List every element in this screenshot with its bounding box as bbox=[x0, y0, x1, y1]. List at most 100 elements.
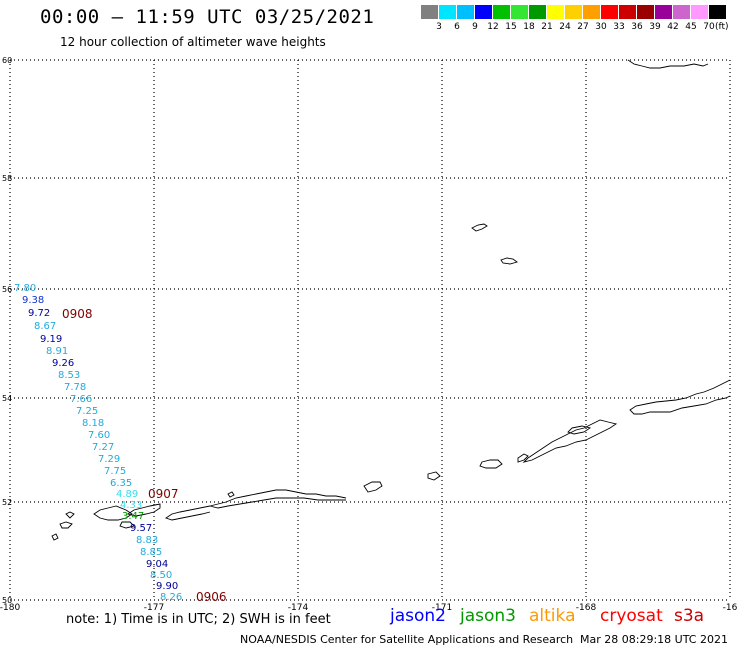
coastline-segment bbox=[363, 481, 383, 493]
wave-height-reading: 8.85 bbox=[140, 547, 162, 558]
wave-height-reading: 8.83 bbox=[136, 535, 158, 546]
scale-swatch bbox=[475, 5, 492, 19]
scale-swatch bbox=[583, 5, 600, 19]
wave-height-reading: 9.26 bbox=[52, 358, 74, 369]
scale-label: 21 bbox=[541, 22, 553, 32]
coastline bbox=[51, 59, 731, 541]
scale-swatch bbox=[673, 5, 690, 19]
scale-swatch bbox=[421, 5, 438, 19]
longitude-label: -177 bbox=[144, 603, 164, 613]
legend-cryosat: cryosat bbox=[600, 606, 663, 626]
scale-label: 33 bbox=[613, 22, 625, 32]
wave-height-reading: 8.50 bbox=[150, 570, 172, 581]
scale-swatch bbox=[493, 5, 510, 19]
wave-height-reading: 9.38 bbox=[22, 295, 44, 306]
wave-height-reading: 9.04 bbox=[146, 559, 168, 570]
wave-height-readings: 7.809.38 9.72 8.67 9.198.919.268.537.787.66… bbox=[14, 283, 182, 603]
latitude-label: 50 bbox=[2, 596, 12, 605]
wave-height-reading: 8.18 bbox=[82, 418, 104, 429]
wave-height-reading: 8.67 bbox=[34, 321, 56, 332]
wave-height-reading: 7.80 bbox=[14, 283, 36, 294]
credit-text: NOAA/NESDIS Center for Satellite Applica… bbox=[240, 633, 574, 646]
latitude-label: 52 bbox=[2, 498, 12, 507]
coastline-segment bbox=[119, 521, 135, 529]
wave-height-reading: 4.89 bbox=[116, 489, 138, 500]
wave-height-reading: 9.19 bbox=[40, 334, 62, 345]
scale-label: 70 bbox=[703, 22, 715, 32]
scale-label: 27 bbox=[577, 22, 589, 32]
generated-timestamp: Mar 28 08:29:18 UTC 2021 bbox=[580, 633, 728, 646]
scale-label: 12 bbox=[487, 22, 499, 32]
scale-label: 3 bbox=[436, 22, 442, 32]
scale-label: 18 bbox=[523, 22, 535, 32]
track-time-label: 0907 bbox=[148, 487, 179, 501]
coastline-segment bbox=[164, 505, 211, 521]
scale-label: 39 bbox=[649, 22, 661, 32]
latitude-label: 54 bbox=[2, 394, 12, 403]
scale-label: 30 bbox=[595, 22, 607, 32]
coastline-segment bbox=[59, 521, 73, 529]
page-title: 00:00 – 11:59 UTC 03/25/2021 bbox=[40, 6, 375, 28]
wave-height-reading: 7.78 bbox=[64, 382, 86, 393]
coastline-segment bbox=[500, 257, 518, 265]
wave-height-reading: 8.26 bbox=[160, 592, 182, 603]
legend-altika: altika bbox=[529, 606, 576, 626]
scale-label: 42 bbox=[667, 22, 679, 32]
latitude-label: 58 bbox=[2, 174, 12, 183]
wave-height-reading: 7.25 bbox=[76, 406, 98, 417]
wave-height-reading: 7.60 bbox=[88, 430, 110, 441]
coastline-segment bbox=[427, 471, 441, 481]
wave-height-reading: 7.27 bbox=[92, 442, 114, 453]
map-grid bbox=[9, 59, 731, 601]
latitude-label: 56 bbox=[2, 285, 12, 294]
coastline-segment bbox=[93, 505, 133, 521]
wave-height-reading: 8.91 bbox=[46, 346, 68, 357]
coastline-segment bbox=[629, 379, 731, 415]
wave-height-reading: 4.33 bbox=[120, 500, 142, 511]
scale-swatch bbox=[529, 5, 546, 19]
track-time-label: 0908 bbox=[62, 307, 93, 321]
scale-unit: (ft) bbox=[715, 22, 729, 32]
scale-swatch bbox=[601, 5, 618, 19]
wave-height-reading: 7.75 bbox=[104, 466, 126, 477]
scale-swatch bbox=[691, 5, 708, 19]
scale-swatch bbox=[709, 5, 726, 19]
scale-swatch bbox=[439, 5, 456, 19]
legend-jason2: jason2 bbox=[390, 606, 446, 626]
longitude-label: -174 bbox=[288, 603, 309, 613]
scale-swatch bbox=[511, 5, 528, 19]
wave-height-reading: 6.35 bbox=[110, 478, 132, 489]
track-time-labels: 0908 0907 0906 bbox=[62, 307, 227, 604]
wave-height-reading: 7.29 bbox=[98, 454, 120, 465]
coastline-segment bbox=[209, 489, 347, 509]
longitude-labels: -180 -177 -174 -171 -168 -16 bbox=[0, 603, 738, 613]
wave-height-reading: 8.53 bbox=[58, 370, 80, 381]
coastline-segment bbox=[126, 503, 161, 517]
coastline-segment bbox=[479, 459, 503, 469]
wave-height-reading: 9.90 bbox=[156, 581, 178, 592]
scale-swatch bbox=[655, 5, 672, 19]
coastline-segment bbox=[517, 453, 529, 463]
longitude-label: -16 bbox=[723, 603, 738, 613]
scale-label: 9 bbox=[472, 22, 478, 32]
latitude-labels: 60 58 56 54 52 50 bbox=[2, 56, 12, 605]
track-time-label: 0906 bbox=[196, 590, 227, 604]
wave-height-reading: 9.72 bbox=[28, 308, 50, 319]
coastline-segment bbox=[227, 491, 235, 498]
scale-swatch bbox=[565, 5, 582, 19]
coastline-segment bbox=[567, 425, 592, 435]
longitude-label: -171 bbox=[432, 603, 452, 613]
scale-label: 6 bbox=[454, 22, 460, 32]
coastline-segment bbox=[471, 223, 488, 232]
scale-swatch bbox=[457, 5, 474, 19]
coastline-segment bbox=[51, 533, 59, 541]
latitude-label: 60 bbox=[2, 56, 12, 65]
longitude-label: -180 bbox=[0, 603, 20, 613]
scale-swatch bbox=[547, 5, 564, 19]
scale-swatch bbox=[619, 5, 636, 19]
coastline-segment bbox=[522, 419, 618, 463]
scale-label: 45 bbox=[685, 22, 697, 32]
scale-swatch bbox=[637, 5, 654, 19]
longitude-label: -168 bbox=[576, 603, 597, 613]
